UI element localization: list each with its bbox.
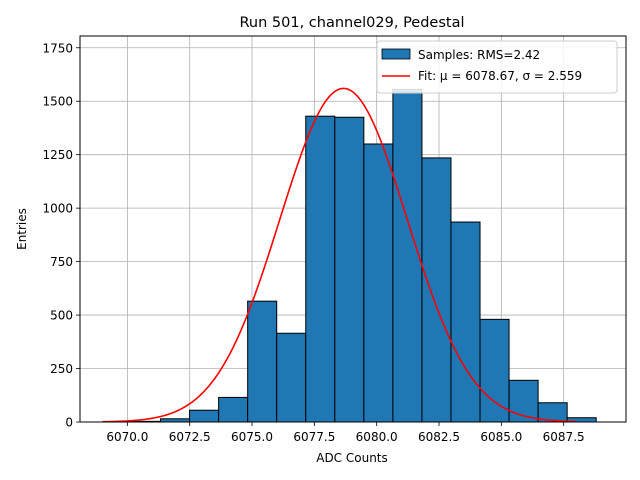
x-axis-ticks: 6070.0 6072.5 6075.0 6077.5 6080.0 6082.5 6085…: [106, 422, 585, 444]
x-tick-label: 6070.0: [106, 430, 148, 444]
x-tick-label: 6087.5: [543, 430, 585, 444]
legend: Samples: RMS=2.42 Fit: μ = 6078.67, σ = …: [376, 40, 618, 94]
legend-samples-swatch: [381, 48, 411, 60]
plot-frame: [79, 35, 627, 423]
y-axis-ticks: 0 250 500 750 1000 1250 1500 1750: [42, 41, 80, 430]
x-tick-label: 6080.0: [356, 430, 398, 444]
histogram-bar: [189, 409, 220, 423]
histogram-bar: [421, 157, 452, 423]
histogram-bar: [450, 221, 481, 423]
histogram-bar: [479, 318, 510, 423]
x-tick-label: 6085.0: [480, 430, 522, 444]
histogram-bar: [247, 300, 278, 423]
y-tick-label: 250: [50, 362, 73, 376]
x-tick-label: 6077.5: [293, 430, 335, 444]
histogram-bar: [392, 88, 423, 423]
histogram-bar: [276, 332, 307, 423]
y-tick-label: 1000: [42, 202, 73, 216]
x-tick-label: 6082.5: [418, 430, 460, 444]
histogram-bar: [218, 396, 249, 423]
legend-box: [376, 40, 618, 94]
x-tick-label: 6072.5: [169, 430, 211, 444]
legend-samples-label: Samples: RMS=2.42: [418, 48, 540, 62]
histogram-bar: [305, 115, 336, 423]
y-tick-label: 500: [50, 309, 73, 323]
y-tick-label: 1500: [42, 95, 73, 109]
legend-fit-label: Fit: μ = 6078.67, σ = 2.559: [418, 69, 582, 83]
x-tick-label: 6075.0: [231, 430, 273, 444]
gaussian-fit-curve: [102, 87, 577, 423]
chart-title: Run 501, channel029, Pedestal: [239, 15, 464, 31]
histogram-bar: [334, 116, 365, 423]
y-axis-label: Entries: [15, 208, 29, 250]
histogram-bar: [363, 143, 394, 423]
y-tick-label: 1750: [42, 41, 73, 55]
y-tick-label: 750: [50, 255, 73, 269]
histogram-bars: [130, 88, 597, 423]
x-axis-label: ADC Counts: [316, 451, 388, 465]
y-tick-label: 0: [65, 416, 73, 430]
y-tick-label: 1250: [42, 148, 73, 162]
